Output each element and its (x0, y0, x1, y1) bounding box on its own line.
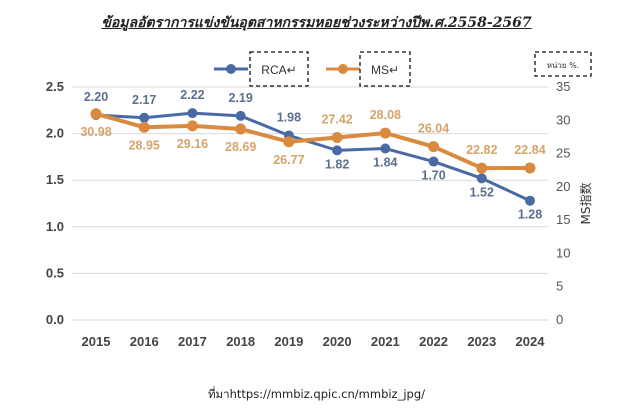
y-right-axis-label: MS指数 (578, 183, 593, 225)
marker-ms (379, 127, 391, 139)
data-label-ms: 27.42 (321, 112, 352, 126)
unit-note-box (534, 51, 592, 77)
marker-rca (139, 112, 150, 123)
marker-rca (380, 143, 391, 154)
marker-rca (525, 195, 535, 206)
data-label-ms: 28.08 (370, 108, 401, 122)
x-tick: 2023 (467, 334, 496, 349)
data-label-ms: 26.04 (418, 122, 449, 136)
x-tick: 2016 (130, 334, 159, 349)
chart: 2.20 2.17 2.22 2.19 1.98 1.82 1.84 1.70 1.52 1.28… (46, 51, 593, 349)
series-line-rca (95, 111, 531, 203)
data-label-ms: 26.77 (273, 153, 304, 167)
y-right-tick: 30 (556, 112, 570, 127)
data-labels: 2.20 2.17 2.22 2.19 1.98 1.82 1.84 1.70 1.52 1.28… (80, 88, 545, 222)
marker-ms (138, 121, 150, 133)
data-label-ms: 28.69 (225, 140, 256, 154)
y-right-tick: 5 (556, 279, 563, 294)
data-label-rca: 1.70 (421, 169, 445, 183)
legend-label: MS↵ (371, 63, 399, 77)
x-tick: 2021 (371, 334, 400, 349)
y-right-tick: 0 (556, 312, 563, 327)
y-right-tick: 10 (556, 245, 570, 260)
legend-swatch-marker (226, 64, 236, 74)
series-line-ms (95, 111, 531, 171)
marker-ms (90, 108, 102, 120)
data-label-rca: 2.22 (180, 88, 204, 102)
marker-ms (283, 136, 295, 148)
y-left-tick: 0.0 (46, 312, 64, 327)
y-right-tick: 25 (556, 146, 570, 161)
y-right-tick: 35 (556, 79, 570, 94)
data-label-rca: 1.28 (518, 208, 542, 222)
data-label-rca: 1.84 (373, 156, 397, 170)
x-tick: 2024 (516, 334, 546, 349)
x-tick: 2022 (419, 334, 448, 349)
y-right-tick: 20 (556, 179, 570, 194)
unit-note: หน่วย %. (547, 61, 580, 70)
data-label-rca: 2.19 (228, 91, 252, 105)
data-label-rca: 2.20 (84, 90, 108, 104)
marker-ms (235, 123, 247, 135)
data-label-rca: 1.52 (470, 185, 494, 199)
grid-lines (72, 86, 548, 321)
y-left-tick: 1.0 (46, 219, 64, 234)
legend-label-box (359, 51, 411, 87)
legend: RCA↵ MS↵ (214, 51, 411, 87)
marker-ms (428, 141, 440, 153)
marker-ms (331, 131, 343, 143)
x-tick: 2015 (82, 334, 111, 349)
legend-swatch-marker (338, 64, 348, 74)
data-label-ms: 22.82 (466, 143, 497, 157)
y-left-tick: 2.5 (46, 79, 64, 94)
x-tick: 2020 (323, 334, 352, 349)
data-label-ms: 28.95 (129, 138, 160, 152)
marker-rca (476, 173, 487, 184)
data-label-rca: 1.98 (277, 110, 301, 124)
data-label-rca: 1.82 (325, 157, 349, 171)
marker-ms (476, 162, 488, 174)
y-right-tick: 15 (556, 212, 570, 227)
series-lines (95, 111, 531, 203)
legend-label-box (249, 51, 309, 87)
x-tick: 2017 (178, 334, 207, 349)
source-caption: ที่มาhttps://mmbiz.qpic.cn/mmbiz_jpg/ (207, 387, 426, 401)
chart-title: ข้อมูลอัตราการแข่งขันอุตสาหกรรมหอยช่วงระ… (101, 15, 532, 31)
x-tick: 2018 (226, 334, 255, 349)
axes: 0.0 0.5 1.0 1.5 2.0 2.5 0 5 10 15 20 25 30 35 MS指数 2015… (46, 51, 593, 349)
data-label-ms: 30.98 (80, 125, 111, 139)
marker-rca (187, 108, 198, 119)
y-left-tick: 0.5 (46, 265, 64, 280)
data-label-ms: 29.16 (177, 137, 208, 151)
series-markers (90, 108, 536, 206)
x-tick: 2019 (274, 334, 303, 349)
y-left-tick: 1.5 (46, 172, 64, 187)
legend-label: RCA↵ (261, 63, 296, 77)
marker-rca (428, 156, 439, 167)
marker-ms (524, 162, 536, 174)
y-left-tick: 2.0 (46, 126, 64, 141)
data-label-ms: 22.84 (514, 143, 545, 157)
marker-ms (186, 120, 198, 132)
marker-rca (332, 145, 343, 156)
data-label-rca: 2.17 (132, 93, 156, 107)
marker-rca (235, 110, 246, 121)
